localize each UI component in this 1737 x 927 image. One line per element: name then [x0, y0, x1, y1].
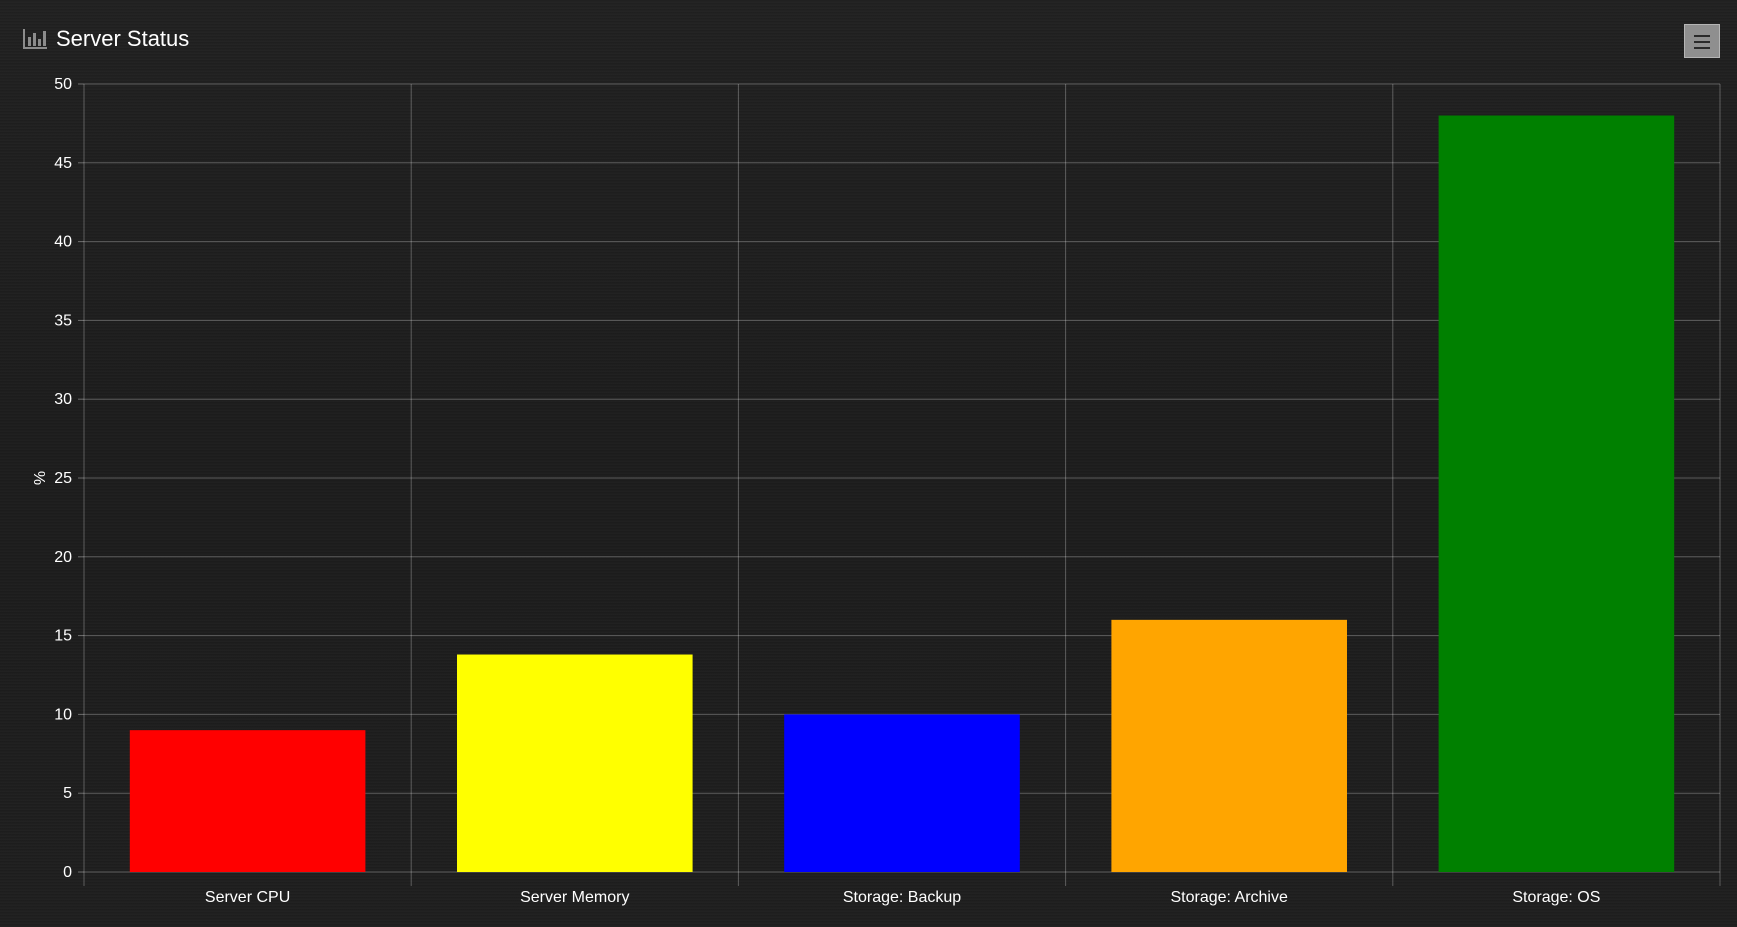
y-axis-title: %: [30, 471, 47, 485]
bar-server-cpu: [129, 730, 366, 872]
bar-storage-os: [1438, 115, 1675, 872]
hamburger-line: [1694, 47, 1710, 49]
hamburger-menu-icon: [1694, 35, 1710, 37]
bar-storage-backup: [784, 714, 1020, 872]
panel-header: Server Status: [22, 24, 189, 54]
y-tick-label: 40: [54, 234, 72, 251]
y-tick-label: 20: [54, 549, 72, 566]
chart-menu-button[interactable]: [1684, 24, 1720, 58]
y-tick-label: 5: [63, 785, 72, 802]
hamburger-line: [1694, 41, 1710, 43]
x-tick-label: Storage: OS: [1512, 889, 1600, 906]
y-tick-label: 15: [54, 628, 72, 645]
page-title: Server Status: [56, 26, 190, 51]
bar-chart-icon: [23, 29, 47, 49]
y-tick-label: 25: [54, 470, 72, 487]
y-tick-label: 35: [54, 312, 72, 329]
y-tick-label: 10: [54, 706, 72, 723]
y-tick-label: 45: [54, 155, 72, 172]
y-tick-label: 0: [63, 864, 72, 881]
bar-storage-archive: [1111, 619, 1347, 872]
y-tick-label: 50: [54, 76, 72, 93]
x-tick-label: Server Memory: [520, 889, 629, 906]
bar-server-memory: [457, 654, 693, 872]
x-tick-label: Storage: Archive: [1170, 889, 1288, 906]
x-tick-label: Storage: Backup: [843, 889, 961, 906]
y-tick-label: 30: [54, 391, 72, 408]
x-tick-label: Server CPU: [205, 889, 290, 906]
